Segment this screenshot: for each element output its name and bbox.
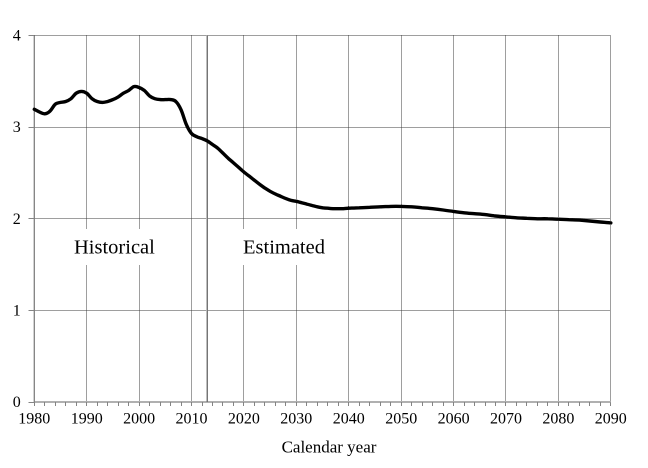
svg-text:1990: 1990 <box>71 411 103 428</box>
svg-text:2010: 2010 <box>176 411 208 428</box>
svg-text:Estimated: Estimated <box>243 237 325 259</box>
svg-text:0: 0 <box>13 394 21 411</box>
svg-text:2080: 2080 <box>542 411 574 428</box>
svg-text:1980: 1980 <box>18 411 50 428</box>
svg-text:2060: 2060 <box>438 411 470 428</box>
svg-text:Historical: Historical <box>74 237 155 259</box>
svg-text:2000: 2000 <box>123 411 155 428</box>
svg-text:4: 4 <box>13 28 21 45</box>
svg-text:2070: 2070 <box>490 411 522 428</box>
svg-text:2050: 2050 <box>385 411 417 428</box>
svg-text:2: 2 <box>13 211 21 228</box>
svg-text:2040: 2040 <box>333 411 365 428</box>
svg-text:2090: 2090 <box>595 411 627 428</box>
svg-text:3: 3 <box>13 119 21 136</box>
svg-text:Calendar year: Calendar year <box>282 437 377 456</box>
svg-text:2030: 2030 <box>280 411 312 428</box>
svg-text:1: 1 <box>13 303 21 320</box>
svg-text:2020: 2020 <box>228 411 260 428</box>
